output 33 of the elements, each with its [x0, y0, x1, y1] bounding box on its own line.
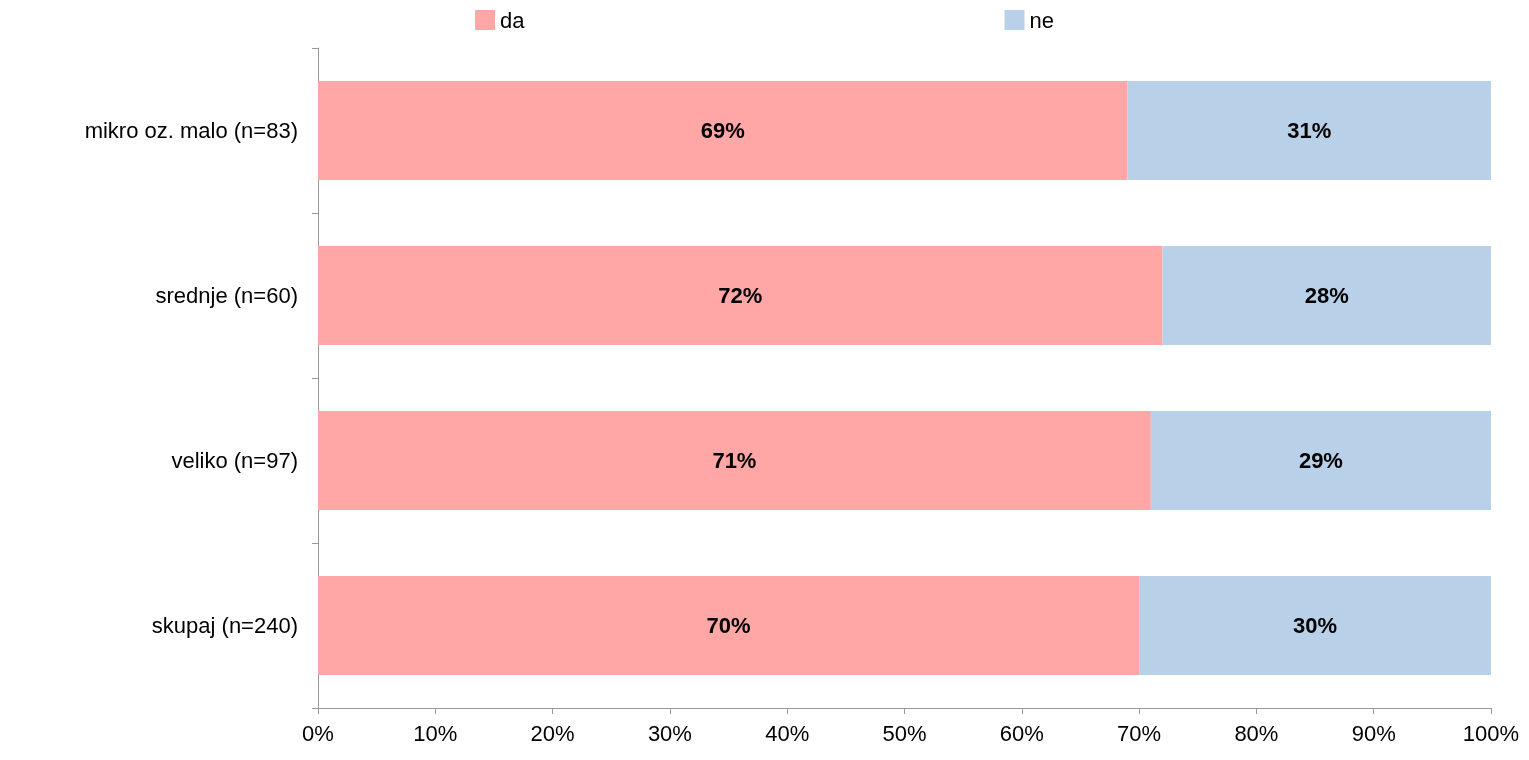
bar: [318, 81, 1128, 180]
x-tick-label: 50%: [882, 720, 927, 746]
text: 30%: [1293, 613, 1338, 638]
x-tick-label: 70%: [1117, 720, 1162, 746]
bar: [318, 246, 1163, 345]
y-tick-label: srednje (n=60): [155, 283, 298, 308]
text: 31%: [1287, 118, 1332, 143]
x-tick-label: 100%: [1462, 720, 1520, 746]
text: 28%: [1304, 283, 1349, 308]
bar: [1150, 411, 1491, 510]
x-tick-label: 90%: [1351, 720, 1396, 746]
bar: [1162, 246, 1491, 345]
x-tick-label: 0%: [302, 720, 334, 746]
y-tick-label: skupaj (n=240): [151, 613, 298, 638]
x-tick-label: 10%: [413, 720, 458, 746]
x-tick-label: 30%: [647, 720, 692, 746]
text: 69%: [700, 118, 745, 143]
x-tick-label: 40%: [765, 720, 810, 746]
text: 72%: [718, 283, 763, 308]
x-tick-label: 80%: [1234, 720, 1279, 746]
text: 29%: [1298, 448, 1343, 473]
legend-label: da: [500, 7, 526, 33]
text: 71%: [712, 448, 757, 473]
y-tick-label: veliko (n=97): [171, 448, 298, 473]
bar: [1127, 81, 1491, 180]
x-tick-label: 60%: [999, 720, 1044, 746]
bar: [318, 576, 1140, 675]
y-tick-label: mikro oz. malo (n=83): [84, 118, 298, 143]
legend-label: ne: [1029, 7, 1054, 33]
bar: [318, 411, 1151, 510]
x-tick-label: 20%: [530, 720, 575, 746]
text: 70%: [706, 613, 751, 638]
bar: [1139, 576, 1491, 675]
